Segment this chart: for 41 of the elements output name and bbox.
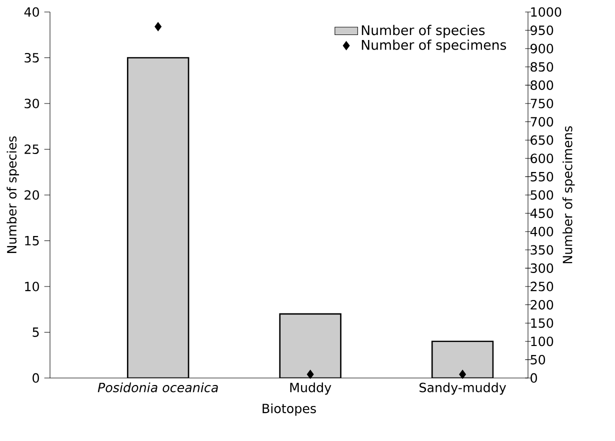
y2-tick-label: 150: [531, 318, 554, 328]
y2-tick-label: 300: [530, 263, 554, 273]
y2-tick-label: 700: [530, 116, 554, 127]
y2-tick-label: 800: [530, 80, 554, 90]
x-tick-label: Muddy: [290, 382, 332, 395]
y-tick-label: 40: [24, 7, 39, 17]
x-tick-label: Sandy-muddy: [420, 382, 506, 395]
y2-tick-label: 500: [530, 190, 554, 200]
y-tick-label: 10: [25, 282, 39, 292]
y2-tick-label: 350: [530, 245, 554, 255]
y-tick-label: 20: [24, 190, 39, 200]
y-tick-label: 15: [25, 236, 39, 246]
y2-tick-label: 250: [530, 282, 554, 292]
y2-tick-label: 950: [530, 25, 554, 36]
y2-tick-label: 850: [530, 62, 554, 72]
y2-tick-label: 650: [530, 135, 554, 145]
bar: [431, 340, 494, 378]
y2-tick-label: 550: [530, 172, 554, 182]
bar: [279, 313, 342, 378]
y-axis-title: Number of species: [6, 136, 19, 253]
y2-tick-label: 100: [531, 336, 554, 346]
y2-tick-label: 400: [530, 226, 554, 236]
y-tick-label: 35: [24, 52, 39, 63]
y2-tick-label: 1000: [531, 7, 562, 17]
y2-tick-label: 200: [530, 300, 554, 310]
legend-label: Number of specimens: [362, 40, 506, 53]
y2-tick-label: 900: [530, 44, 554, 54]
y-tick-label: 0: [32, 373, 39, 383]
y2-tick-label: 750: [530, 98, 554, 108]
y2-tick-label: 0: [530, 373, 537, 383]
x-axis-title: Biotopes: [262, 403, 316, 416]
bar: [126, 57, 190, 378]
y2-tick-label: 50: [530, 354, 546, 364]
y-tick-label: 30: [24, 98, 39, 108]
y2-tick-label: 450: [530, 208, 554, 218]
y2-tick-label: 600: [530, 154, 554, 164]
y-tick-label: 25: [24, 144, 39, 154]
y2-axis-title: Number of specimens: [562, 126, 575, 264]
y-tick-label: 5: [32, 328, 39, 337]
legend-label: Number of species: [362, 24, 485, 38]
x-tick-label: Posidonia oceanica: [98, 382, 218, 392]
